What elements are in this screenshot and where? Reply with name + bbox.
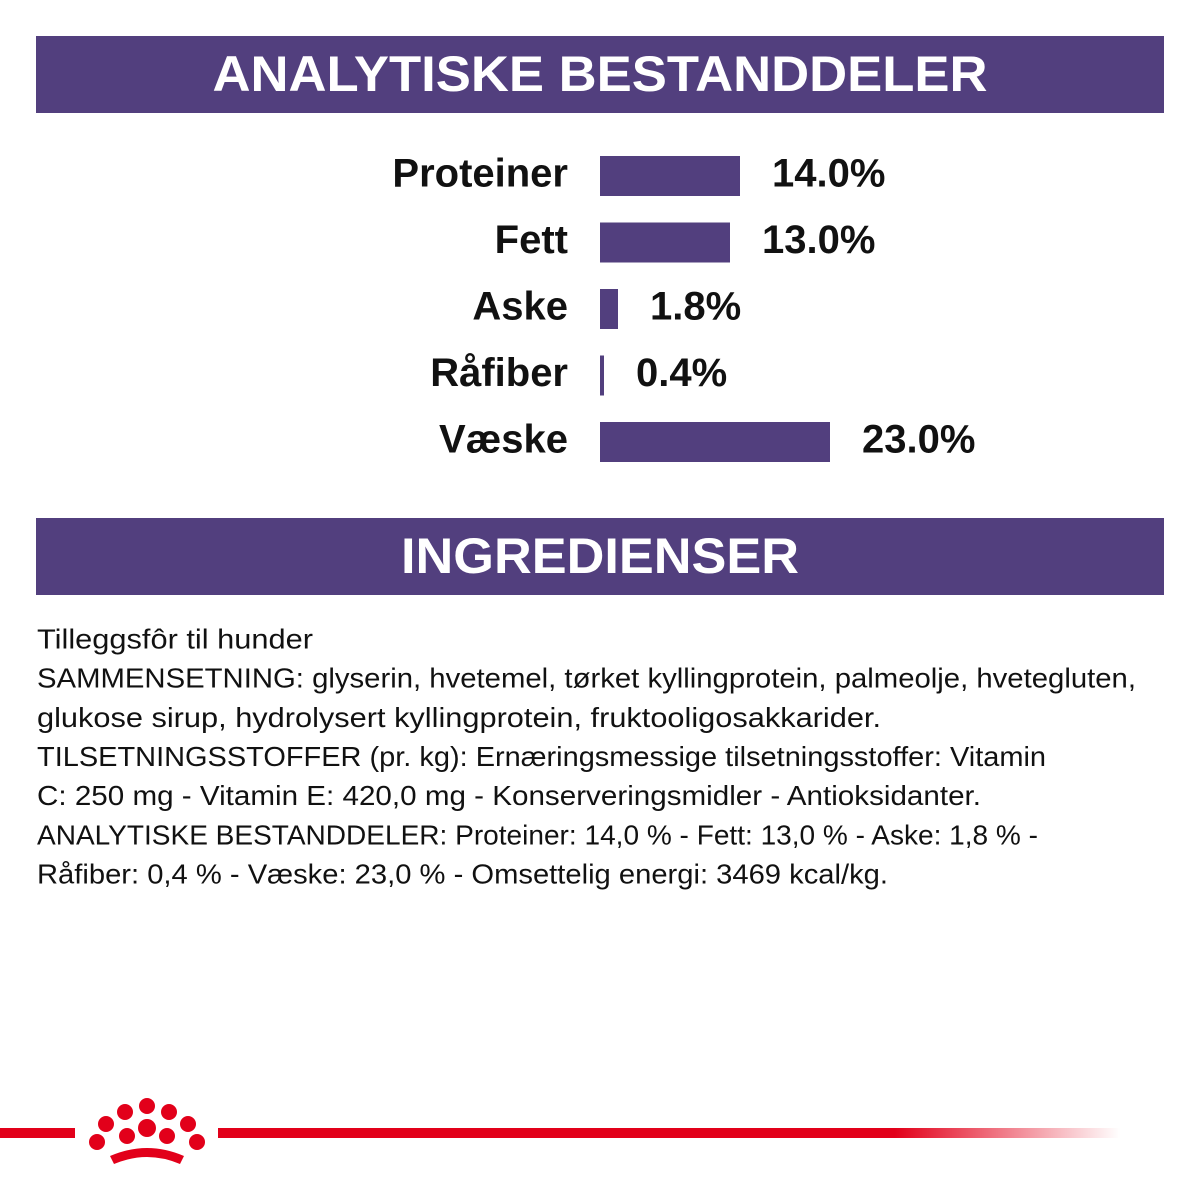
bar [600, 355, 604, 396]
value-label: 13.0% [762, 218, 875, 262]
ingredient-line: SAMMENSETNING: glyserin, hvetemel, tørke… [37, 663, 1136, 694]
bar [600, 156, 740, 196]
value-label: 14.0% [772, 152, 885, 196]
brand-line [218, 1128, 1120, 1138]
category-label: Aske [472, 285, 568, 329]
brand-line [0, 1128, 75, 1138]
chart-title: ANALYTISKE BESTANDDELER [213, 46, 988, 102]
header-band [36, 518, 1164, 595]
value-label: 23.0% [862, 418, 975, 462]
crown-logo [89, 1098, 205, 1164]
section-title: INGREDIENSER [401, 528, 799, 584]
ingredient-line: glukose sirup, hydrolysert kyllingprotei… [37, 702, 881, 733]
bar [600, 289, 618, 329]
category-label: Proteiner [392, 152, 568, 196]
category-label: Råfiber [430, 351, 568, 395]
category-label: Væske [439, 418, 568, 462]
bar [600, 222, 730, 263]
value-label: 1.8% [650, 285, 741, 329]
header-band [36, 36, 1164, 113]
bar [600, 422, 830, 462]
ingredient-line: C: 250 mg - Vitamin E: 420,0 mg - Konser… [37, 780, 981, 811]
ingredient-line: Tilleggsfôr til hunder [37, 623, 313, 654]
value-label: 0.4% [636, 351, 727, 395]
ingredient-line: TILSETNINGSSTOFFER (pr. kg): Ernæringsme… [37, 741, 1046, 772]
ingredient-line: ANALYTISKE BESTANDDELER: Proteiner: 14,0… [37, 819, 1038, 850]
category-label: Fett [495, 218, 568, 262]
ingredient-line: Råfiber: 0,4 % - Væske: 23,0 % - Omsette… [37, 859, 888, 890]
